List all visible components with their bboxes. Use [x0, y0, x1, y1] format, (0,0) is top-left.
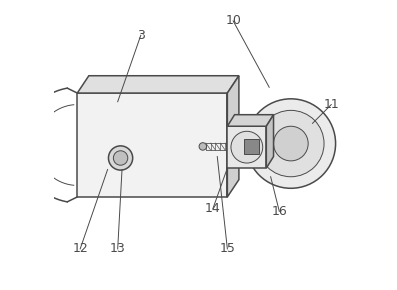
Circle shape [114, 151, 128, 165]
Text: 16: 16 [272, 205, 287, 218]
Bar [227, 126, 266, 168]
Text: 10: 10 [225, 14, 241, 27]
Polygon shape [77, 76, 239, 93]
Text: 15: 15 [220, 242, 235, 255]
Circle shape [108, 146, 133, 170]
Text: 11: 11 [324, 98, 339, 111]
Polygon shape [227, 76, 239, 197]
Text: 3: 3 [137, 29, 145, 42]
Text: 14: 14 [205, 202, 221, 215]
Circle shape [246, 99, 335, 188]
Circle shape [274, 126, 308, 161]
Text: 13: 13 [110, 242, 125, 255]
Text: 12: 12 [72, 242, 88, 255]
Circle shape [258, 110, 324, 177]
Circle shape [199, 143, 206, 150]
Polygon shape [227, 115, 274, 126]
Bar [245, 139, 259, 154]
Bar [77, 93, 227, 197]
Circle shape [231, 131, 263, 163]
Polygon shape [266, 115, 274, 168]
